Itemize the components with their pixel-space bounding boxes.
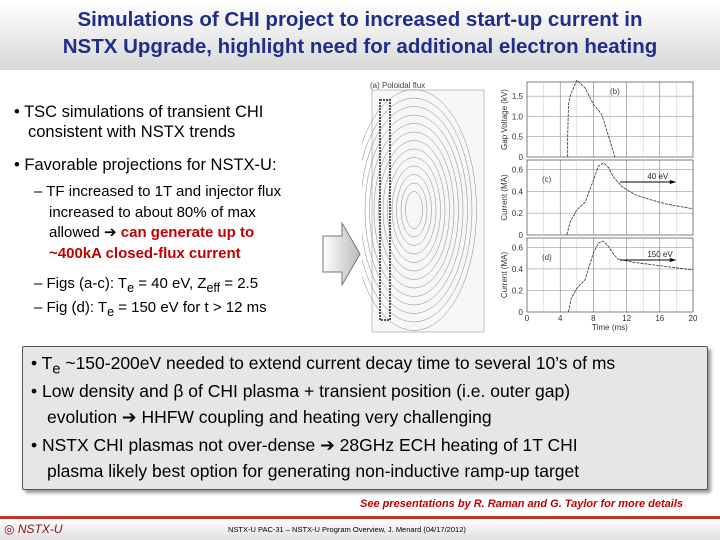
y-tick-label: 1.5	[512, 92, 524, 101]
x-tick-label: 0	[525, 314, 530, 323]
center-stack	[379, 99, 391, 321]
y-tick-label: 0.4	[512, 187, 524, 196]
y-tick-label: 0.2	[512, 209, 524, 218]
flux-contour	[387, 157, 441, 263]
y-tick-label: 0.4	[512, 265, 524, 274]
title-line-2: NSTX Upgrade, highlight need for additio…	[62, 35, 658, 58]
flux-contour	[405, 191, 423, 229]
y-tick-label: 0.5	[512, 133, 524, 142]
series-line	[567, 80, 616, 158]
annotation-label: 150 eV	[647, 250, 673, 259]
slide-title: Simulations of CHI project to increased …	[0, 0, 720, 70]
flux-contour	[362, 97, 473, 323]
panel-label: (b)	[610, 87, 620, 96]
text: – TF increased to 1T and injector flux	[34, 183, 282, 200]
flux-contour	[382, 148, 446, 272]
arrowhead	[669, 180, 677, 184]
reference-note: See presentations by R. Raman and G. Tay…	[360, 498, 683, 510]
poloidal-flux-plot: (a) Poloidal flux	[362, 81, 485, 333]
y-axis-label: Current (MA)	[500, 252, 509, 299]
panel-label: (c)	[542, 175, 552, 184]
panel-a-label: (a) Poloidal flux	[370, 81, 425, 90]
bullet-tsc: • TSC simulations of transient CHI consi…	[14, 102, 263, 142]
annotation-label: 40 eV	[647, 172, 669, 181]
x-tick-label: 12	[622, 314, 631, 323]
summary-bullet-ech: • NSTX CHI plasmas not over-dense ➔ 28GH…	[31, 435, 578, 455]
summary-box: • Te ~150-200eV needed to extend current…	[22, 346, 708, 490]
arrowhead	[669, 258, 677, 262]
y-tick-label: 0	[519, 308, 524, 317]
flux-contour	[362, 89, 477, 331]
text: increased to about 80% of max	[49, 203, 256, 221]
bullet-projections: • Favorable projections for NSTX-U:	[14, 156, 277, 174]
footer-text: NSTX-U PAC-31 – NSTX-U Program Overview,…	[228, 525, 466, 534]
x-tick-label: 4	[558, 314, 563, 323]
flux-contour	[378, 140, 450, 280]
y-axis-label: Current (MA)	[500, 174, 509, 221]
flux-contour	[396, 174, 432, 246]
y-tick-label: 1.0	[512, 112, 524, 121]
y-tick-label: 0.2	[512, 286, 524, 295]
flux-contour	[369, 123, 459, 297]
x-axis-label: Time (ms)	[592, 323, 628, 332]
bullet-text: • TSC simulations of transient CHI	[14, 103, 264, 121]
text: allowed ➔	[49, 224, 121, 241]
highlight-text: can generate up to	[120, 224, 255, 241]
footer: ◎ NSTX-U NSTX-U PAC-31 – NSTX-U Program …	[0, 519, 720, 540]
y-tick-label: 0.6	[512, 165, 524, 174]
nstx-u-logo: ◎ NSTX-U	[4, 522, 63, 536]
panel-label: (d)	[542, 253, 552, 262]
summary-bullet-ech-cont: plasma likely best option for generating…	[47, 461, 580, 481]
y-tick-label: 0	[519, 231, 524, 240]
bullet-text: consistent with NSTX trends	[28, 123, 236, 141]
subbullet-figs-ac: – Figs (a-c): Te = 40 eV, Zeff = 2.5	[34, 275, 259, 295]
y-tick-label: 0	[519, 153, 524, 162]
subbullet-tf: – TF increased to 1T and injector flux i…	[34, 182, 281, 264]
summary-bullet-density: • Low density and β of CHI plasma + tran…	[31, 381, 571, 401]
series-line	[566, 162, 694, 236]
subbullet-fig-d: – Fig (d): Te = 150 eV for t > 12 ms	[34, 299, 267, 319]
flux-contour	[364, 114, 464, 306]
title-line-1: Simulations of CHI project to increased …	[77, 8, 643, 31]
x-tick-label: 8	[591, 314, 596, 323]
flux-contour	[373, 131, 455, 289]
right-arrow-shape	[322, 222, 361, 286]
y-tick-label: 0.6	[512, 243, 524, 252]
footer-divider	[0, 516, 720, 519]
x-tick-label: 16	[655, 314, 664, 323]
y-axis-label: Gap Voltage (kV)	[500, 89, 509, 150]
flux-contour	[391, 165, 437, 255]
flux-contour	[400, 182, 428, 238]
flux-contour	[362, 106, 468, 314]
x-tick-label: 20	[689, 314, 698, 323]
series-line	[568, 240, 694, 313]
summary-bullet-te: • Te ~150-200eV needed to extend current…	[31, 353, 616, 378]
summary-bullet-density-cont: evolution ➔ HHFW coupling and heating ve…	[47, 407, 492, 427]
highlight-text: ~400kA closed-flux current	[49, 244, 241, 262]
